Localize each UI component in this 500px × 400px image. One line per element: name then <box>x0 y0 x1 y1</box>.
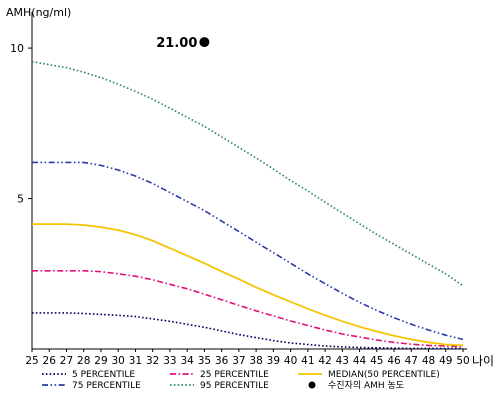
axes <box>31 12 467 350</box>
legend-label-4: 75 PERCENTILE <box>72 381 141 391</box>
x-tick-label: 47 <box>405 355 418 367</box>
legend-label-5: 95 PERCENTILE <box>200 381 269 391</box>
legend-label-2: 25 PERCENTILE <box>200 370 269 380</box>
series-line-3 <box>32 223 464 347</box>
x-tick-label: 28 <box>77 355 90 367</box>
y-axis-title: AMH(ng/ml) <box>6 6 71 19</box>
x-tick-label: 31 <box>129 355 142 367</box>
x-tick-label: 48 <box>422 355 435 367</box>
x-tick-label: 49 <box>439 355 452 367</box>
y-ticks: 5 10 <box>10 42 32 206</box>
x-tick-label: 46 <box>387 355 401 367</box>
x-tick-label: 36 <box>215 355 229 367</box>
x-ticks: 25 26 27 28 29 30 31 32 33 34 35 36 37 38 39 40 41 42 43 44… <box>25 349 470 367</box>
x-tick-label: 42 <box>318 355 331 367</box>
y-tick-label: 5 <box>17 193 24 206</box>
x-tick-label: 41 <box>301 355 314 367</box>
x-tick-label: 50 <box>456 355 469 367</box>
series-lines <box>31 60 464 350</box>
series-line-1 <box>32 312 463 350</box>
x-tick-label: 37 <box>232 355 245 367</box>
x-tick-label: 34 <box>180 355 194 367</box>
x-tick-label: 38 <box>249 355 262 367</box>
patient-marker: 21.00 <box>156 36 210 51</box>
series-line-2 <box>32 270 464 348</box>
x-tick-label: 40 <box>284 355 297 367</box>
x-tick-label: 33 <box>163 355 176 367</box>
y-axis-title-group: AMH(ng/ml) <box>6 6 71 19</box>
series-line-5 <box>31 60 464 287</box>
x-tick-label: 27 <box>60 355 73 367</box>
x-tick-label: 39 <box>267 355 280 367</box>
x-axis-title: 나이 <box>472 354 494 368</box>
legend-label-1: 5 PERCENTILE <box>72 370 135 380</box>
x-tick-label: 30 <box>112 355 125 367</box>
x-tick-label: 29 <box>94 355 107 367</box>
marker-point <box>199 37 210 48</box>
legend: 5 PERCENTILE 25 PERCENTILE MEDIAN(50 PERCE… <box>42 370 440 391</box>
legend-label-3: MEDIAN(50 PERCENTILE) <box>328 370 440 380</box>
x-tick-label: 43 <box>336 355 349 367</box>
marker-label: 21.00 <box>156 36 197 51</box>
x-tick-label: 26 <box>43 355 57 367</box>
x-tick-label: 45 <box>370 355 383 367</box>
series-line-4 <box>32 161 464 341</box>
x-tick-label: 32 <box>146 355 159 367</box>
x-axis-title-group: 나이 <box>472 354 494 368</box>
x-tick-label: 35 <box>198 355 211 367</box>
legend-marker-swatch <box>308 381 316 389</box>
legend-marker-label: 수진자의 AMH 농도 <box>328 380 404 391</box>
x-tick-label: 25 <box>25 355 38 367</box>
y-tick-label: 10 <box>10 42 24 55</box>
x-tick-label: 44 <box>353 355 367 367</box>
